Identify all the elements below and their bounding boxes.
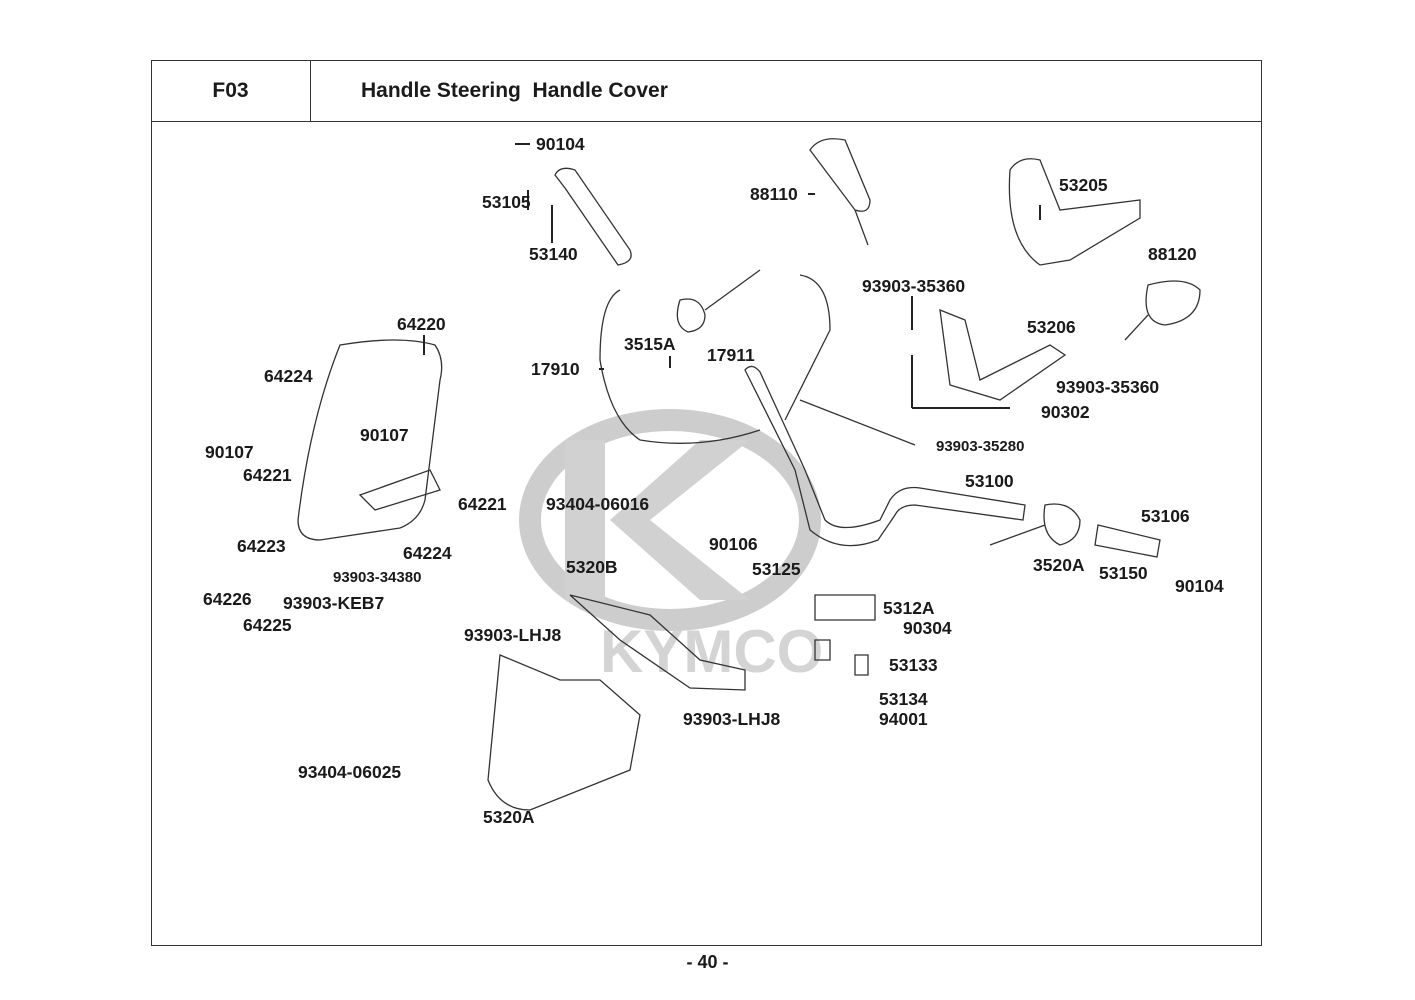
windscreen-bracket	[358, 469, 441, 511]
part-label: 64224	[264, 366, 313, 386]
part-label: 93903-35360	[1056, 377, 1160, 397]
part-label: 64224	[403, 543, 452, 563]
part-label: 90107	[360, 425, 409, 445]
diagram-frame	[151, 60, 1262, 946]
part-label: 53140	[529, 244, 578, 264]
part-label: 93903-LHJ8	[464, 625, 562, 645]
part-label: 94001	[879, 709, 928, 729]
cable-17910	[599, 289, 761, 444]
part-label: 64220	[397, 314, 446, 334]
cover-5320A	[487, 654, 641, 811]
switch-3515A	[676, 269, 761, 333]
part-label: 53205	[1059, 175, 1108, 195]
part-label: 3520A	[1033, 555, 1085, 575]
part-label: 53106	[1141, 506, 1190, 526]
part-label: 90107	[205, 442, 254, 462]
windscreen-64220	[297, 339, 443, 541]
rubber-53133	[814, 639, 869, 676]
mirror-88120	[1124, 280, 1201, 341]
part-label: 93404-06016	[546, 494, 650, 514]
part-label: 90104	[536, 134, 585, 154]
header-divider	[310, 60, 311, 122]
part-drawings	[297, 138, 1201, 811]
cable-17911	[784, 274, 831, 421]
section-code: F03	[212, 79, 249, 102]
part-label: 17910	[531, 359, 580, 379]
part-label: 53206	[1027, 317, 1076, 337]
page-number: - 40 -	[686, 952, 729, 972]
part-label: 17911	[707, 345, 755, 365]
part-label: 93404-06025	[298, 762, 402, 782]
part-label: 5320A	[483, 807, 535, 827]
part-label: 93903-LHJ8	[683, 709, 781, 729]
part-label: 93903-35360	[862, 276, 966, 296]
part-label: 5312A	[883, 598, 935, 618]
header-row	[151, 60, 1262, 122]
part-label: 93903-KEB7	[283, 593, 385, 613]
part-label: 64221	[458, 494, 507, 514]
part-label: 53100	[965, 471, 1014, 491]
watermark-text: KYMCO	[600, 618, 823, 685]
switch-3520A	[989, 503, 1081, 546]
part-label: 53133	[889, 655, 938, 675]
kymco-watermark-logo: KYMCO	[519, 409, 823, 685]
part-label: 5320B	[566, 557, 618, 577]
grip-53150	[1094, 524, 1161, 558]
part-label: 64223	[237, 536, 286, 556]
part-label: 64221	[243, 465, 292, 485]
part-label: 93903-35280	[936, 438, 1025, 455]
cover-5320B	[569, 594, 746, 691]
mirror-88110	[809, 138, 871, 246]
cover-53206	[939, 308, 1067, 401]
part-label: 93903-34380	[333, 569, 422, 586]
cover-53205	[1008, 158, 1141, 266]
part-label: 90304	[903, 618, 952, 638]
part-label: 90106	[709, 534, 758, 554]
part-label: 53150	[1099, 563, 1148, 583]
part-label: 88120	[1148, 244, 1197, 264]
part-label: 88110	[750, 184, 798, 204]
leader-lines	[423, 143, 1041, 409]
part-label: 53134	[879, 689, 928, 709]
grip-53140	[554, 167, 632, 266]
part-label: 64226	[203, 589, 252, 609]
part-label: 90302	[1041, 402, 1090, 422]
part-label: 64225	[243, 615, 292, 635]
handlebar-53100	[744, 365, 1026, 547]
part-label: 53105	[482, 192, 531, 212]
part-label: 53125	[752, 559, 801, 579]
holder-5312A	[814, 594, 876, 621]
part-label: 90104	[1175, 576, 1224, 596]
part-label: 3515A	[624, 334, 676, 354]
section-title: Handle Steering Handle Cover	[361, 79, 668, 102]
screw-93903-35280	[799, 399, 916, 446]
